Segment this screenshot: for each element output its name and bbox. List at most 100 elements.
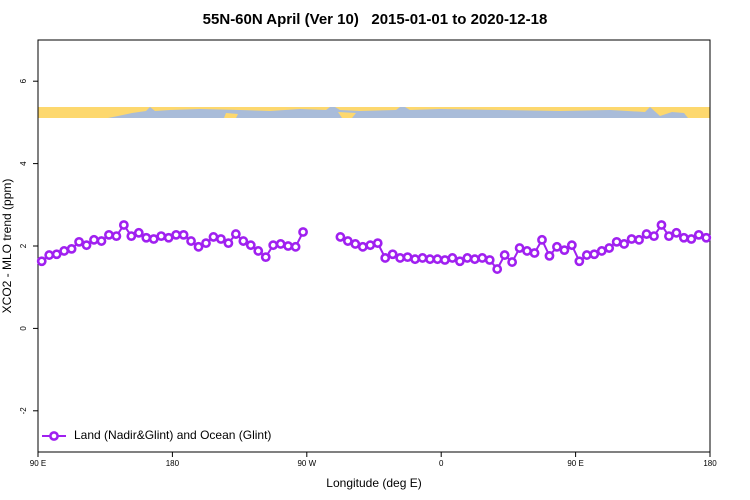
data-point [350,239,361,249]
y-tick-label: 6 [19,78,28,83]
data-point [417,253,428,263]
data-point [499,250,510,260]
x-tick-label: 90 E [30,459,46,468]
data-point [678,232,689,243]
data-point [589,249,600,260]
data-point [671,227,682,238]
data-point [544,250,555,261]
data-point [619,239,630,249]
data-point [335,232,346,242]
data-point [230,229,241,239]
data-point [410,254,420,265]
data-point [268,240,279,251]
data-point [701,232,712,243]
data-point [357,241,368,252]
data-point [223,238,234,249]
legend-label: Land (Nadir&Glint) and Ocean (Glint) [74,428,271,442]
data-point [51,249,62,260]
x-tick-label: 0 [439,459,444,468]
data-point [611,236,622,247]
data-point [126,231,137,242]
y-axis-label: XCO2 - MLO trend (ppm) [0,179,14,314]
data-point [186,236,196,246]
data-point [148,234,159,244]
data-point [454,256,465,267]
data-point [81,240,92,251]
chart-title: 55N-60N April (Ver 10) 2015-01-01 to 202… [203,11,548,28]
data-point [492,264,503,274]
data-point [447,253,458,263]
data-point [462,253,473,263]
data-point [208,232,219,242]
x-tick-label: 180 [703,459,717,468]
data-point [574,256,585,267]
data-point [96,236,107,246]
data-point [163,232,174,243]
x-tick-label: 90 E [567,459,583,468]
data-point [566,240,577,251]
data-point [245,240,256,251]
y-tick-label: 0 [19,326,28,331]
data-point [402,252,413,263]
data-point [522,246,532,256]
data-point [514,243,525,253]
y-tick-label: -2 [19,407,28,415]
data-point [260,252,271,263]
data-point [253,246,264,256]
data-point [559,245,570,256]
data-point [290,241,301,252]
x-tick-label: 90 W [297,459,316,468]
data-point [507,257,518,267]
data-point [649,231,659,242]
data-point [89,234,99,245]
data-point [604,243,615,253]
data-point [552,241,562,252]
y-tick-label: 4 [19,161,28,166]
data-point [469,254,480,265]
data-point [171,229,182,240]
data-point [372,238,383,249]
data-point [581,250,592,260]
data-point [111,231,122,242]
x-axis-label: Longitude (deg E) [326,476,421,490]
data-point [596,246,607,256]
data-point [529,248,540,258]
data-point [342,236,353,246]
data-point [432,254,443,265]
data-point [275,239,286,249]
data-point [380,253,391,263]
data-point [193,241,204,252]
data-point [484,255,495,265]
data-point [74,236,84,247]
data-point [36,256,47,267]
data-point [298,227,308,237]
y-tick-label: 2 [19,243,28,248]
data-point [626,234,637,244]
data-point [238,236,249,246]
data-point [641,229,652,239]
data-point [133,227,144,238]
data-point [440,255,450,265]
data-point [178,229,189,240]
data-point [537,234,547,245]
data-point [686,234,697,244]
data-point [156,231,167,242]
x-tick-label: 180 [166,459,180,468]
data-point [365,240,376,251]
data-point [201,238,211,249]
data-point [216,234,226,244]
data-point [634,234,644,245]
data-point [118,220,129,230]
data-point [104,229,114,240]
data-point [425,254,435,265]
data-point [59,246,70,256]
data-point [693,229,704,240]
data-point [395,253,406,263]
data-point [477,253,488,263]
data-point [387,249,398,260]
data-point [141,232,152,243]
data-point [656,220,667,230]
legend-marker [49,431,59,441]
